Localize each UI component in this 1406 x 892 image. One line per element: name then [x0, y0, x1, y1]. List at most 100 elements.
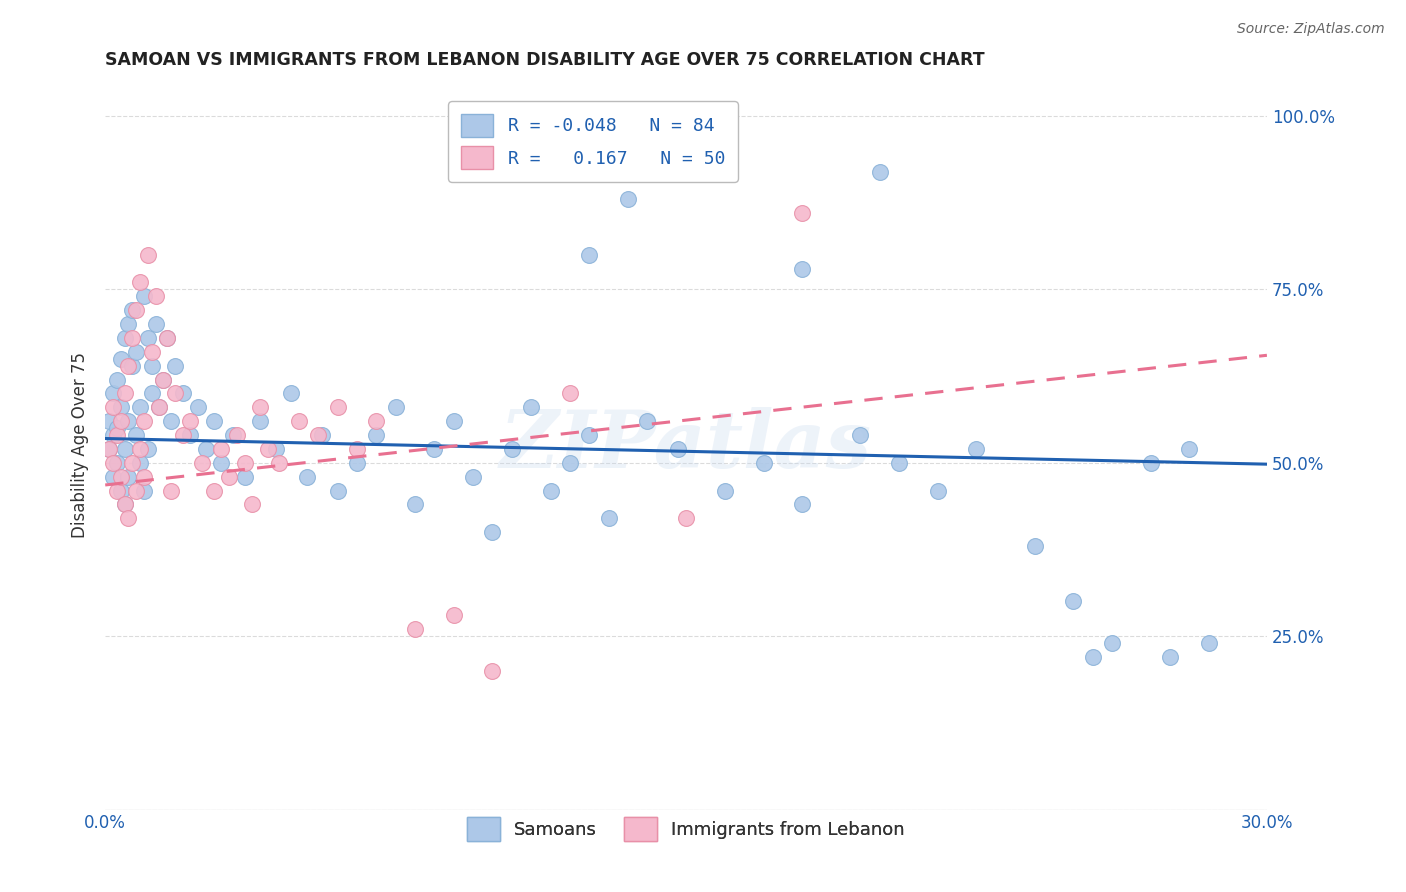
Point: [101, 401, 124, 415]
Point: [141, 344, 163, 359]
Point: [713, 483, 735, 498]
Point: [148, 401, 170, 415]
Point: [366, 414, 388, 428]
Point: [233, 469, 256, 483]
Point: [598, 511, 620, 525]
Point: [366, 428, 388, 442]
Point: [110, 469, 132, 483]
Point: [105, 428, 128, 442]
Point: [222, 428, 245, 442]
Point: [501, 442, 523, 456]
Point: [481, 525, 503, 540]
Point: [288, 414, 311, 428]
Point: [752, 456, 775, 470]
Point: [191, 456, 214, 470]
Point: [1024, 539, 1046, 553]
Point: [249, 401, 271, 415]
Point: [152, 373, 174, 387]
Point: [172, 386, 194, 401]
Point: [141, 386, 163, 401]
Point: [132, 483, 155, 498]
Point: [105, 421, 128, 435]
Point: [187, 401, 209, 415]
Point: [121, 359, 143, 373]
Point: [148, 401, 170, 415]
Point: [117, 469, 139, 483]
Point: [264, 442, 287, 456]
Point: [114, 497, 136, 511]
Point: [121, 331, 143, 345]
Point: [225, 428, 247, 442]
Point: [617, 192, 640, 206]
Point: [240, 497, 263, 511]
Point: [98, 414, 121, 428]
Point: [125, 303, 148, 318]
Point: [423, 442, 446, 456]
Point: [136, 248, 159, 262]
Point: [1139, 456, 1161, 470]
Point: [257, 442, 280, 456]
Point: [280, 386, 302, 401]
Point: [117, 511, 139, 525]
Point: [346, 456, 368, 470]
Point: [145, 317, 167, 331]
Point: [792, 206, 814, 220]
Point: [179, 414, 201, 428]
Point: [404, 622, 426, 636]
Point: [558, 386, 581, 401]
Point: [156, 331, 179, 345]
Point: [404, 497, 426, 511]
Point: [101, 428, 124, 442]
Point: [578, 248, 600, 262]
Point: [136, 442, 159, 456]
Point: [792, 261, 814, 276]
Point: [194, 442, 217, 456]
Point: [129, 276, 152, 290]
Point: [209, 456, 232, 470]
Point: [927, 483, 949, 498]
Point: [346, 442, 368, 456]
Point: [249, 414, 271, 428]
Point: [114, 442, 136, 456]
Point: [887, 456, 910, 470]
Point: [269, 456, 291, 470]
Point: [209, 442, 232, 456]
Point: [666, 442, 689, 456]
Point: [558, 456, 581, 470]
Point: [117, 359, 139, 373]
Text: Source: ZipAtlas.com: Source: ZipAtlas.com: [1237, 22, 1385, 37]
Point: [443, 608, 465, 623]
Point: [121, 303, 143, 318]
Point: [129, 401, 152, 415]
Point: [869, 164, 891, 178]
Point: [125, 428, 148, 442]
Point: [114, 331, 136, 345]
Point: [105, 483, 128, 498]
Point: [1178, 442, 1201, 456]
Point: [129, 456, 152, 470]
Point: [1101, 636, 1123, 650]
Point: [163, 386, 186, 401]
Point: [1081, 650, 1104, 665]
Point: [179, 428, 201, 442]
Point: [98, 442, 121, 456]
Point: [110, 351, 132, 366]
Point: [152, 373, 174, 387]
Point: [384, 401, 406, 415]
Point: [202, 414, 225, 428]
Point: [172, 428, 194, 442]
Point: [163, 359, 186, 373]
Point: [218, 469, 240, 483]
Point: [461, 469, 484, 483]
Text: SAMOAN VS IMMIGRANTS FROM LEBANON DISABILITY AGE OVER 75 CORRELATION CHART: SAMOAN VS IMMIGRANTS FROM LEBANON DISABI…: [105, 51, 984, 69]
Point: [307, 428, 329, 442]
Point: [110, 414, 132, 428]
Point: [966, 442, 988, 456]
Point: [110, 483, 132, 498]
Point: [136, 331, 159, 345]
Point: [114, 497, 136, 511]
Point: [105, 456, 128, 470]
Point: [160, 483, 183, 498]
Point: [1159, 650, 1181, 665]
Point: [132, 469, 155, 483]
